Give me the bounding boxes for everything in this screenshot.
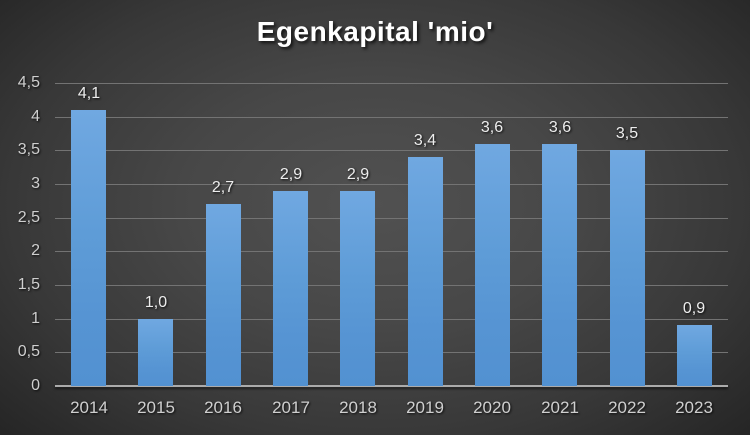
x-category-label: 2016 — [204, 398, 242, 417]
x-category-label: 2015 — [137, 398, 175, 417]
bar-2023 — [677, 325, 712, 386]
bar-2019 — [408, 157, 443, 386]
x-category-label: 2014 — [70, 398, 108, 417]
y-tick-label: 3,5 — [17, 141, 40, 158]
y-tick-label: 2 — [31, 242, 40, 259]
bar-2014 — [71, 110, 106, 386]
bar-2022 — [610, 150, 645, 386]
data-label-2014: 4,1 — [77, 85, 101, 102]
bar-2015 — [138, 319, 173, 386]
x-category-label: 2017 — [272, 398, 310, 417]
y-tick-label: 0,5 — [17, 343, 40, 360]
y-tick-label: 1,5 — [17, 276, 40, 293]
y-tick-label: 0 — [31, 377, 40, 394]
data-label-2023: 0,9 — [682, 300, 706, 317]
grid-line — [55, 117, 728, 118]
data-label-2016: 2,7 — [211, 179, 235, 196]
x-category-label: 2018 — [339, 398, 377, 417]
grid-line — [55, 251, 728, 252]
bar-2021 — [542, 144, 577, 386]
grid-line — [55, 83, 728, 84]
bar-2016 — [206, 204, 241, 386]
data-label-2020: 3,6 — [480, 119, 504, 136]
y-tick-label: 1 — [31, 310, 40, 327]
y-tick-label: 4,5 — [17, 74, 40, 91]
plot-area: 4,1 1,0 2,7 2,9 2,9 3,4 3,6 3,6 3,5 0,9 — [55, 83, 728, 387]
y-tick-label: 2,5 — [17, 209, 40, 226]
bar-2018 — [340, 191, 375, 386]
data-label-2021: 3,6 — [548, 119, 572, 136]
grid-line — [55, 150, 728, 151]
grid-line — [55, 285, 728, 286]
data-label-2017: 2,9 — [279, 166, 303, 183]
bar-2017 — [273, 191, 308, 386]
data-label-2018: 2,9 — [346, 166, 370, 183]
grid-line — [55, 319, 728, 320]
x-category-label: 2019 — [406, 398, 444, 417]
grid-line — [55, 352, 728, 353]
grid-line — [55, 184, 728, 185]
x-category-label: 2022 — [608, 398, 646, 417]
chart-title: Egenkapital 'mio' — [256, 16, 494, 47]
x-category-label: 2020 — [473, 398, 511, 417]
bar-2020 — [475, 144, 510, 386]
x-axis-line — [55, 385, 728, 387]
x-category-label: 2021 — [541, 398, 579, 417]
data-label-2022: 3,5 — [615, 125, 639, 142]
grid-line — [55, 218, 728, 219]
y-tick-label: 3 — [31, 175, 40, 192]
data-label-2019: 3,4 — [413, 132, 437, 149]
x-category-label: 2023 — [675, 398, 713, 417]
data-label-2015: 1,0 — [144, 294, 168, 311]
y-tick-label: 4 — [31, 108, 40, 125]
